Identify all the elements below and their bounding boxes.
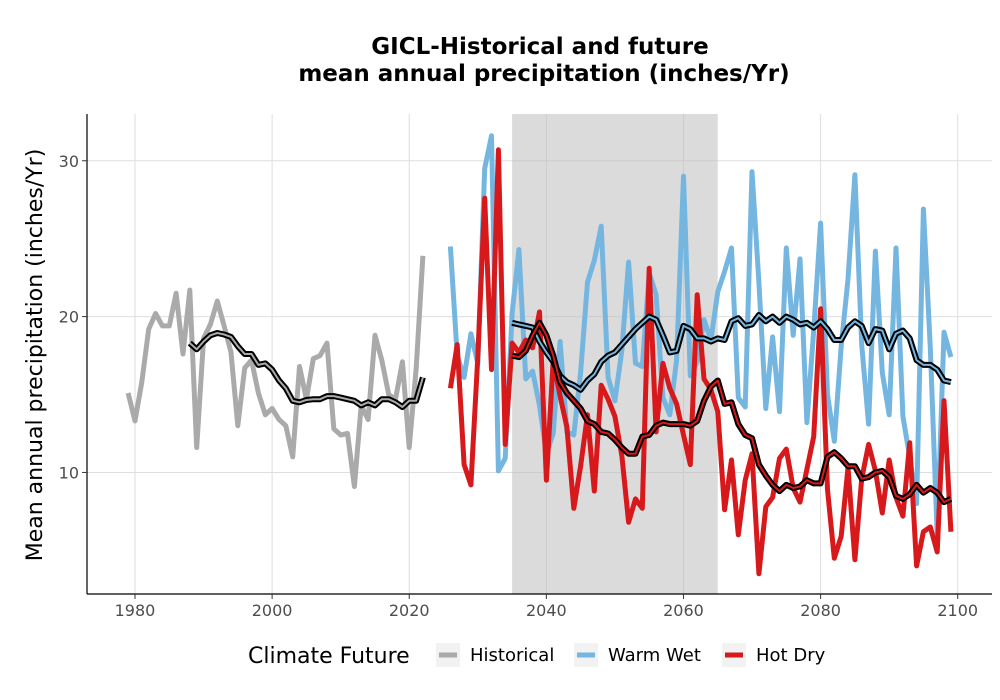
- legend-title: Climate Future: [248, 644, 410, 669]
- series-line-historical: [125, 255, 426, 489]
- chart-title-line1: GICL-Historical and future: [371, 34, 708, 60]
- x-tick-label: 2040: [526, 601, 567, 620]
- y-tick-label: 20: [59, 308, 79, 327]
- plot-area: 10 20 30 1980 2000 2020 2040 2060 2080 2100: [59, 114, 992, 620]
- legend: Climate Future Historical Warm Wet Hot Dry: [248, 643, 826, 669]
- y-tick-label: 30: [59, 152, 79, 171]
- legend-label-warm-wet: Warm Wet: [608, 645, 701, 666]
- rolling-mean-historical: [189, 332, 424, 408]
- y-axis-title: Mean annual precipitation (inches/Yr): [23, 149, 48, 562]
- rolling-mean-hot-dry: [511, 321, 952, 504]
- x-tick-label: 2000: [252, 601, 293, 620]
- x-tick-label: 2100: [937, 601, 978, 620]
- y-tick-label: 10: [59, 463, 79, 482]
- x-tick-label: 1980: [115, 601, 156, 620]
- legend-label-historical: Historical: [470, 645, 554, 666]
- x-tick-label: 2080: [800, 601, 841, 620]
- rolling-mean-warm-wet: [511, 314, 952, 391]
- x-tick-label: 2020: [389, 601, 430, 620]
- legend-label-hot-dry: Hot Dry: [756, 645, 826, 666]
- x-tick-label: 2060: [663, 601, 704, 620]
- chart-title-line2: mean annual precipitation (inches/Yr): [298, 61, 789, 87]
